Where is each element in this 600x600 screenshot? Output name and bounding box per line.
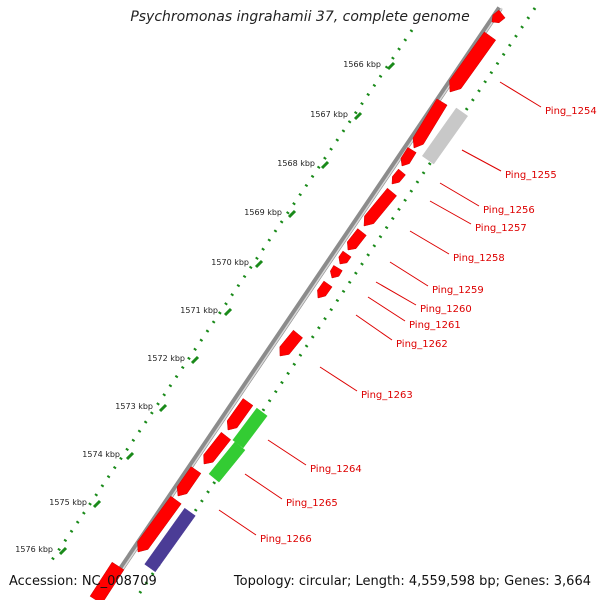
tick-label: 1569 kbp: [244, 208, 282, 217]
gene-label-connector: [355, 314, 393, 341]
tick-label: 1566 kbp: [343, 60, 381, 69]
gene-arrow[interactable]: [317, 280, 333, 299]
gene-label-connector: [439, 182, 480, 207]
gene-label[interactable]: Ping_1256: [483, 205, 535, 216]
gene-label-connector: [375, 281, 417, 306]
tick-labels: 1566 kbp 1567 kbp 1568 kbp 1569 kbp 1570 kbp…: [15, 60, 396, 556]
tick-mark: [386, 61, 396, 71]
gene-label-connector: [461, 149, 502, 172]
gene-label-connector: [244, 473, 283, 500]
tick-label: 1568 kbp: [277, 159, 315, 168]
tick-label: 1576 kbp: [15, 545, 53, 554]
gene-label-connector: [319, 366, 358, 392]
tick-label: 1571 kbp: [180, 306, 218, 315]
gene-arrow[interactable]: [279, 329, 303, 357]
gene-arrow[interactable]: [208, 441, 246, 483]
dotted-tracks: [50, 7, 537, 600]
gene-labels: Ping_1254 Ping_1255 Ping_1256 Ping_1257 Ping…: [218, 81, 597, 545]
gene-features: [89, 9, 506, 600]
gene-arrow[interactable]: [338, 250, 352, 265]
gene-label[interactable]: Ping_1257: [475, 223, 527, 234]
tick-label: 1572 kbp: [147, 354, 185, 363]
gene-label[interactable]: Ping_1262: [396, 339, 448, 350]
tick-mark: [287, 209, 297, 219]
tick-mark: [320, 160, 330, 170]
gene-arrow[interactable]: [226, 398, 254, 431]
gene-label[interactable]: Ping_1266: [260, 534, 312, 545]
topology-label: Topology: circular; Length: 4,559,598 bp…: [233, 574, 591, 589]
gene-label[interactable]: Ping_1265: [286, 498, 338, 509]
gene-label-connector: [267, 439, 307, 466]
tick-mark: [125, 451, 135, 461]
gene-label[interactable]: Ping_1261: [409, 320, 461, 331]
tick-mark: [158, 403, 168, 413]
tick-mark: [254, 259, 264, 269]
gene-arrow[interactable]: [330, 265, 343, 279]
tick-label: 1570 kbp: [211, 258, 249, 267]
tick-track-right: [133, 7, 537, 600]
gene-label-connector: [409, 230, 450, 255]
tick-label: 1567 kbp: [310, 110, 348, 119]
gene-arrow[interactable]: [491, 9, 506, 24]
gene-label-connector: [218, 509, 257, 536]
tick-mark: [223, 307, 233, 317]
gene-label[interactable]: Ping_1258: [453, 253, 505, 264]
tick-label: 1574 kbp: [82, 450, 120, 459]
gene-arrow[interactable]: [347, 228, 367, 251]
gene-arrow[interactable]: [232, 407, 268, 449]
gene-label-connector: [499, 81, 542, 108]
gene-arrow[interactable]: [391, 168, 406, 185]
gene-arrow[interactable]: [363, 187, 397, 227]
gene-label-connector: [429, 200, 472, 225]
tick-mark: [190, 355, 200, 365]
accession-label: Accession: NC_008709: [9, 574, 157, 589]
gene-arrow[interactable]: [89, 561, 125, 600]
tick-track-left: [50, 29, 414, 561]
tick-mark: [92, 499, 102, 509]
tick-label: 1575 kbp: [49, 498, 87, 507]
gene-arrow[interactable]: [400, 147, 417, 167]
gene-label[interactable]: Ping_1259: [432, 285, 484, 296]
genome-title: Psychromonas ingrahamii 37, complete gen…: [130, 9, 470, 25]
gene-label[interactable]: Ping_1264: [310, 464, 362, 475]
tick-mark: [58, 546, 68, 556]
gene-label[interactable]: Ping_1260: [420, 304, 472, 315]
gene-label[interactable]: Ping_1254: [545, 106, 597, 117]
tick-label: 1573 kbp: [115, 402, 153, 411]
gene-arrow[interactable]: [144, 507, 196, 573]
gene-arrow[interactable]: [421, 107, 469, 165]
gene-arrow[interactable]: [203, 431, 232, 465]
gene-arrow[interactable]: [412, 98, 448, 149]
gene-label-connector: [367, 296, 406, 322]
gene-arrow[interactable]: [176, 466, 202, 497]
gene-label[interactable]: Ping_1255: [505, 170, 557, 181]
gene-label[interactable]: Ping_1263: [361, 390, 413, 401]
gene-label-connector: [389, 261, 429, 287]
gene-arrow[interactable]: [137, 495, 182, 553]
tick-mark: [353, 111, 363, 121]
gene-arrow[interactable]: [449, 31, 497, 93]
